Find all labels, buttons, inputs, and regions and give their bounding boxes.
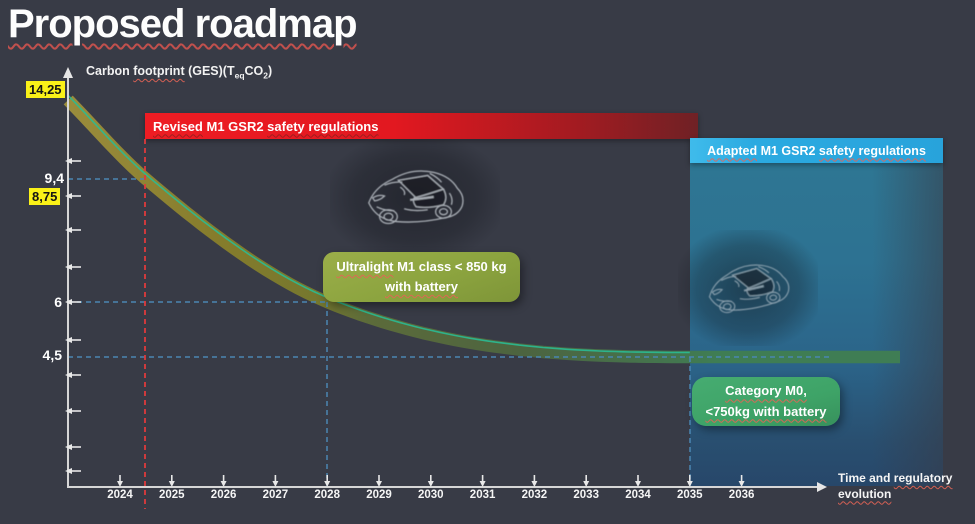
x-axis-year-label: 2034 (625, 489, 651, 501)
x-axis-year-label: 2025 (159, 489, 185, 501)
adapted-banner-label: Adapted M1 GSR2 safety regulations (707, 143, 926, 158)
x-axis-year-label: 2033 (573, 489, 599, 501)
x-axis-title: Time and regulatory evolution (838, 471, 953, 501)
m0-callout-line1: Category M0, (725, 383, 807, 399)
x-axis-year-label: 2032 (521, 489, 548, 501)
x-axis-year-label: 2035 (677, 489, 703, 501)
x-axis-year-label: 2024 (107, 489, 133, 501)
category-m0-callout: Category M0, <750kg with battery (692, 377, 840, 426)
x-axis-year-label: 2026 (210, 489, 237, 501)
x-axis-year-label: 2030 (418, 489, 444, 501)
y-value-14-25: 14,25 (26, 81, 65, 98)
x-axis-year-label: 2036 (728, 489, 755, 501)
y-axis-ticks (65, 158, 81, 474)
y-value-6: 6 (54, 294, 62, 310)
car-sketch-icon (693, 238, 802, 336)
x-axis-year-label: 2027 (262, 489, 289, 501)
car-sketch-icon (355, 150, 473, 242)
adapted-regulations-banner: Adapted M1 GSR2 safety regulations (690, 138, 943, 163)
revised-banner-label: Revised M1 GSR2 safety regulations (153, 118, 379, 134)
x-axis-ticks (117, 475, 745, 487)
y-value-9-4: 9,4 (44, 170, 64, 186)
revised-regulations-banner: Revised M1 GSR2 safety regulations (145, 113, 698, 139)
ultralight-callout-line2: with battery (385, 279, 458, 294)
slide-title: Proposed roadmap (8, 2, 358, 46)
x-axis-year-label: 2028 (314, 489, 340, 501)
y-value-4-5: 4,5 (42, 347, 62, 363)
x-axis-year-label: 2029 (366, 489, 392, 501)
y-axis-title: Carbon footprint (GES)(TeqCO2) (86, 64, 273, 81)
ultralight-callout-line1: Ultralight M1 class < 850 kg (336, 258, 507, 274)
y-value-8-75: 8,75 (29, 188, 61, 205)
x-axis-year-label: 2031 (469, 489, 496, 501)
m0-callout-line2: <750kg with battery (705, 403, 827, 419)
ultralight-callout: Ultralight M1 class < 850 kg with batter… (323, 252, 520, 302)
